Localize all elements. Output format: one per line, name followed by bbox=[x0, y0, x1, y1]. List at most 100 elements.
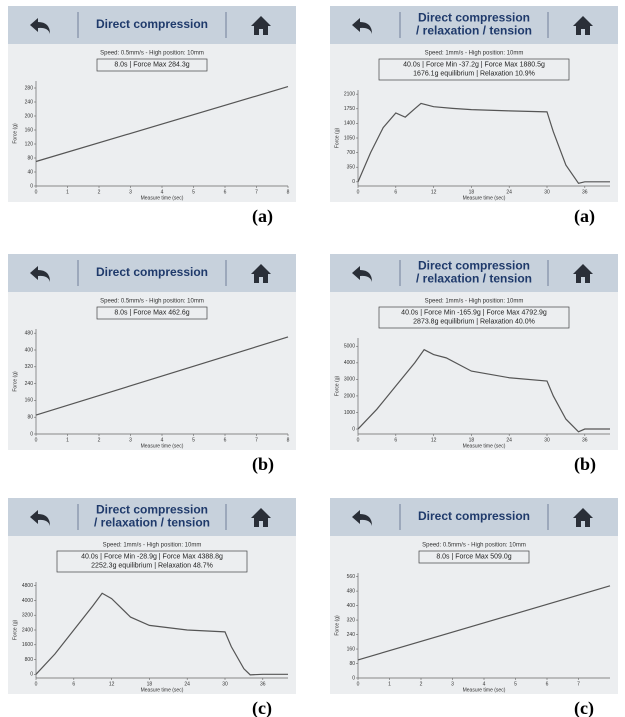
x-tick-label: 0 bbox=[35, 437, 38, 443]
x-tick-label: 12 bbox=[109, 681, 115, 687]
x-tick-label: 7 bbox=[577, 681, 580, 687]
y-tick-label: 0 bbox=[30, 183, 33, 189]
x-axis-label: Measure time (sec) bbox=[141, 443, 184, 449]
y-axis-label: Force (g) bbox=[12, 123, 18, 144]
y-tick-label: 5000 bbox=[344, 344, 355, 350]
screen-title: Direct compression bbox=[418, 259, 530, 273]
x-tick-label: 2 bbox=[420, 681, 423, 687]
info-text: 40.0s | Force Min -37.2g | Force Max 188… bbox=[403, 61, 545, 68]
info-text: 8.0s | Force Max 462.6g bbox=[114, 309, 189, 316]
chart: Direct compression/ relaxation / tension… bbox=[8, 498, 296, 694]
chart: Direct compression/ relaxation / tension… bbox=[330, 254, 618, 450]
x-tick-label: 3 bbox=[129, 189, 132, 195]
x-axis-label: Measure time (sec) bbox=[463, 443, 506, 449]
x-tick-label: 0 bbox=[35, 189, 38, 195]
x-tick-label: 6 bbox=[72, 681, 75, 687]
x-tick-label: 30 bbox=[544, 189, 550, 195]
y-tick-label: 80 bbox=[27, 415, 33, 421]
x-tick-label: 6 bbox=[224, 189, 227, 195]
x-tick-label: 6 bbox=[394, 437, 397, 443]
subtitle: Speed: 0.5mm/s - High position: 10mm bbox=[100, 51, 204, 57]
x-axis-label: Measure time (sec) bbox=[141, 195, 184, 201]
y-axis-label: Force (g) bbox=[334, 615, 340, 636]
screen-title: Direct compression bbox=[96, 503, 208, 517]
x-tick-label: 30 bbox=[222, 681, 228, 687]
panel-label: (a) bbox=[574, 206, 595, 227]
screen-photo: Direct compression/ relaxation / tension… bbox=[330, 254, 618, 455]
info-text: 40.0s | Force Min -165.9g | Force Max 47… bbox=[401, 309, 547, 316]
x-tick-label: 5 bbox=[192, 437, 195, 443]
y-tick-label: 2400 bbox=[22, 627, 33, 633]
y-tick-label: 700 bbox=[347, 150, 356, 156]
info-text: 40.0s | Force Min -28.9g | Force Max 438… bbox=[81, 553, 223, 560]
x-axis-label: Measure time (sec) bbox=[463, 687, 506, 693]
panel-label: (c) bbox=[574, 698, 594, 717]
y-tick-label: 560 bbox=[347, 574, 356, 580]
subtitle: Speed: 1mm/s - High position: 10mm bbox=[103, 543, 202, 549]
x-tick-label: 12 bbox=[431, 189, 437, 195]
y-tick-label: 1400 bbox=[344, 121, 355, 127]
x-tick-label: 24 bbox=[506, 189, 512, 195]
y-tick-label: 0 bbox=[352, 179, 355, 185]
chart: Direct compression/ relaxation / tension… bbox=[330, 6, 618, 202]
x-tick-label: 7 bbox=[255, 189, 258, 195]
panel-label: (c) bbox=[252, 698, 272, 717]
x-tick-label: 0 bbox=[357, 437, 360, 443]
y-tick-label: 80 bbox=[349, 661, 355, 667]
y-tick-label: 3000 bbox=[344, 377, 355, 383]
info-text: 8.0s | Force Max 284.3g bbox=[114, 61, 189, 68]
y-tick-label: 400 bbox=[347, 603, 356, 609]
y-axis-label: Force (g) bbox=[12, 620, 18, 641]
y-tick-label: 240 bbox=[347, 632, 356, 638]
x-tick-label: 36 bbox=[260, 681, 266, 687]
y-tick-label: 0 bbox=[30, 431, 33, 437]
y-tick-label: 2000 bbox=[344, 393, 355, 399]
screen-title: / relaxation / tension bbox=[416, 272, 532, 286]
y-axis-label: Force (g) bbox=[12, 371, 18, 392]
figure: Direct compression Speed: 0.5mm/s - High … bbox=[0, 0, 625, 717]
info-text: 2873.8g equilibrium | Relaxation 40.0% bbox=[413, 318, 535, 325]
y-tick-label: 800 bbox=[25, 657, 34, 663]
x-tick-label: 24 bbox=[506, 437, 512, 443]
y-tick-label: 0 bbox=[352, 675, 355, 681]
screen-title: / relaxation / tension bbox=[416, 24, 532, 38]
screen-photo: Direct compression/ relaxation / tension… bbox=[8, 498, 296, 699]
x-tick-label: 30 bbox=[544, 437, 550, 443]
x-tick-label: 5 bbox=[192, 189, 195, 195]
info-text: 1676.1g equilibrium | Relaxation 10.9% bbox=[413, 70, 535, 77]
y-tick-label: 160 bbox=[25, 127, 34, 133]
y-tick-label: 3200 bbox=[22, 613, 33, 619]
x-tick-label: 36 bbox=[582, 437, 588, 443]
y-tick-label: 280 bbox=[25, 85, 34, 91]
subtitle: Speed: 0.5mm/s - High position: 10mm bbox=[100, 299, 204, 305]
y-tick-label: 1050 bbox=[344, 135, 355, 141]
x-axis-label: Measure time (sec) bbox=[141, 687, 184, 693]
subtitle: Speed: 1mm/s - High position: 10mm bbox=[425, 299, 524, 305]
x-axis-label: Measure time (sec) bbox=[463, 195, 506, 201]
x-tick-label: 6 bbox=[224, 437, 227, 443]
y-tick-label: 4000 bbox=[22, 598, 33, 604]
y-tick-label: 320 bbox=[25, 364, 34, 370]
chart: Direct compressionSpeed: 0.5mm/s - High … bbox=[8, 254, 296, 450]
y-tick-label: 320 bbox=[347, 617, 356, 623]
screen-title: Direct compression bbox=[418, 11, 530, 25]
y-tick-label: 80 bbox=[27, 155, 33, 161]
x-tick-label: 3 bbox=[451, 681, 454, 687]
x-tick-label: 8 bbox=[287, 437, 290, 443]
y-tick-label: 2100 bbox=[344, 92, 355, 98]
chart: Direct compressionSpeed: 0.5mm/s - High … bbox=[8, 6, 296, 202]
screen-title: / relaxation / tension bbox=[94, 516, 210, 530]
x-tick-label: 1 bbox=[388, 681, 391, 687]
y-tick-label: 120 bbox=[25, 141, 34, 147]
x-tick-label: 1 bbox=[66, 189, 69, 195]
panel-label: (a) bbox=[252, 206, 273, 227]
y-tick-label: 350 bbox=[347, 165, 356, 171]
x-tick-label: 0 bbox=[357, 681, 360, 687]
y-tick-label: 240 bbox=[25, 381, 34, 387]
subtitle: Speed: 1mm/s - High position: 10mm bbox=[425, 51, 524, 57]
y-tick-label: 200 bbox=[25, 113, 34, 119]
x-tick-label: 36 bbox=[582, 189, 588, 195]
y-tick-label: 480 bbox=[25, 331, 34, 337]
